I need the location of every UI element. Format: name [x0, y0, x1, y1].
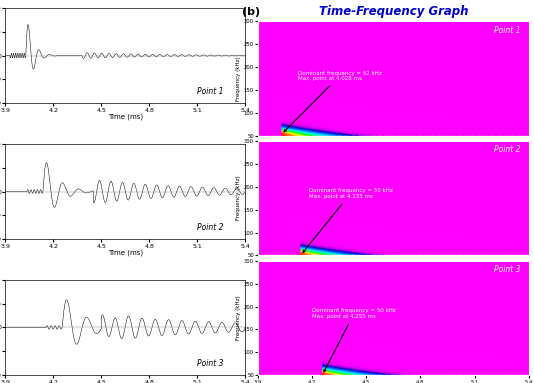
Text: Time-Frequency Graph: Time-Frequency Graph	[319, 5, 468, 18]
Text: Point 1: Point 1	[197, 87, 224, 96]
Text: Dominant frequency = 52 kHz
Max. point at 4.028 ms: Dominant frequency = 52 kHz Max. point a…	[284, 70, 381, 132]
Text: Point 1: Point 1	[494, 26, 521, 34]
Text: Dominant frequency = 50 kHz
Max. point at 4.135 ms: Dominant frequency = 50 kHz Max. point a…	[303, 188, 392, 252]
Text: Point 3: Point 3	[494, 265, 521, 274]
Text: Point 2: Point 2	[494, 146, 521, 154]
Text: (b): (b)	[242, 7, 260, 17]
X-axis label: Time (ms): Time (ms)	[108, 250, 143, 257]
Text: Point 3: Point 3	[197, 359, 224, 368]
X-axis label: Time (ms): Time (ms)	[108, 114, 143, 121]
Y-axis label: Frequency (kHz): Frequency (kHz)	[236, 296, 241, 340]
Y-axis label: Frequency (kHz): Frequency (kHz)	[236, 176, 241, 221]
Text: Dominant frequency = 50 kHz
Max. point at 4.255 ms: Dominant frequency = 50 kHz Max. point a…	[312, 308, 396, 372]
Text: Point 2: Point 2	[197, 223, 224, 232]
Y-axis label: Frequency (kHz): Frequency (kHz)	[236, 56, 241, 101]
